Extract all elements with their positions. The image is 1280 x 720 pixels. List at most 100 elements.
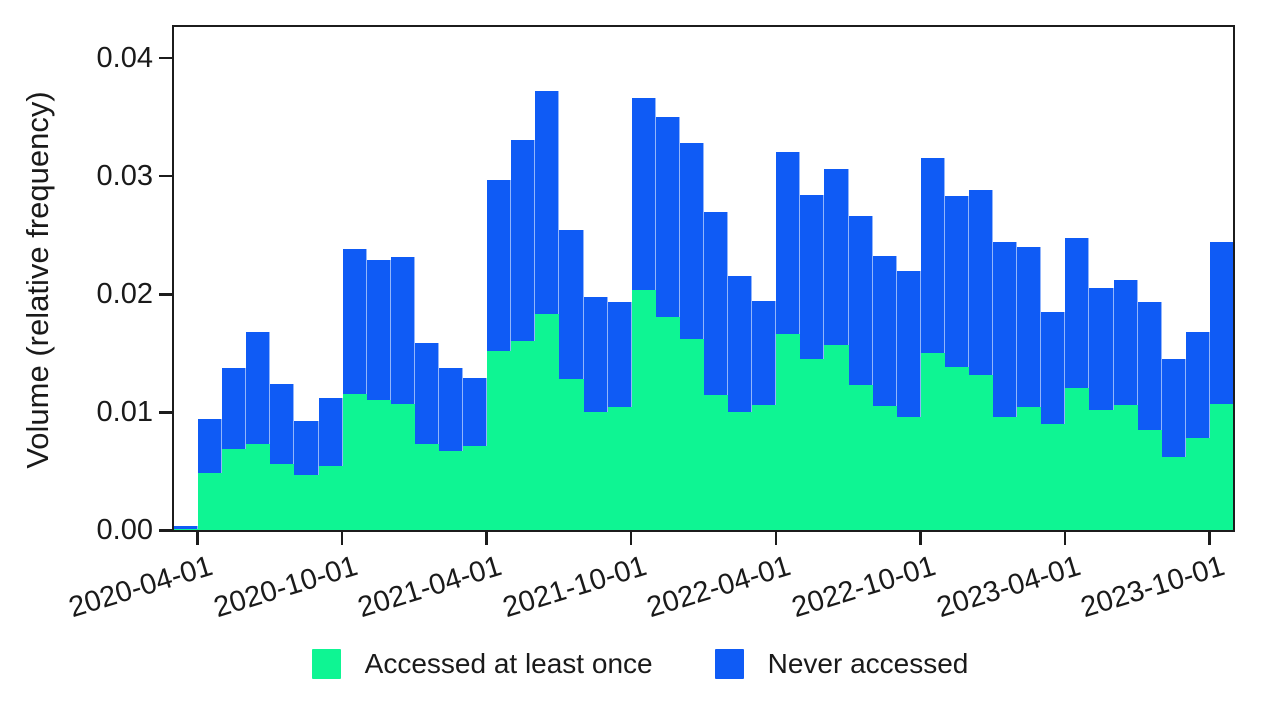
bar-2022-04 [776, 152, 801, 530]
bar-2020-04 [198, 419, 223, 530]
bar-segment-accessed [246, 443, 271, 530]
bar-segment-accessed [1089, 409, 1114, 530]
bar-2023-05 [1089, 287, 1114, 530]
y-tick-label: 0.00 [96, 514, 153, 546]
bar-2022-07 [848, 215, 873, 530]
bar-segment-accessed [848, 384, 873, 530]
bar-2021-12 [679, 142, 704, 530]
x-tick-mark [196, 532, 199, 545]
bar-2022-05 [800, 194, 825, 530]
bar-segment-accessed [752, 404, 777, 530]
x-tick-label: 2022-10-01 [788, 549, 940, 624]
x-tick-mark [1208, 532, 1211, 545]
plot-area [172, 25, 1235, 532]
bar-segment-accessed [728, 411, 753, 530]
bar-2023-10 [1209, 241, 1233, 530]
bar-2022-01 [704, 212, 729, 530]
y-tick-label: 0.04 [96, 41, 153, 74]
bar-2021-08 [583, 297, 608, 530]
x-tick-label: 2020-04-01 [65, 549, 217, 624]
bar-segment-accessed [559, 378, 584, 530]
bar-2023-08 [1161, 358, 1186, 530]
bar-segment-accessed [366, 400, 391, 530]
bar-2020-07 [270, 383, 295, 530]
bar-segment-accessed [993, 416, 1018, 530]
bar-segment-accessed [198, 473, 223, 530]
legend-item-never: Never accessed [714, 648, 969, 680]
bar-segment-accessed [1209, 403, 1233, 530]
bar-segment-accessed [704, 395, 729, 530]
bar-2021-03 [463, 377, 488, 530]
x-tick-label: 2022-04-01 [643, 549, 795, 624]
y-tick-mark [159, 411, 172, 414]
never-swatch-icon [714, 649, 744, 679]
bar-segment-accessed [487, 350, 512, 530]
bar-segment-accessed [824, 344, 849, 530]
x-tick-label: 2020-10-01 [209, 549, 362, 624]
bar-segment-accessed [439, 450, 464, 530]
bar-segment-accessed [583, 411, 608, 530]
bar-segment-accessed [655, 317, 680, 530]
y-axis-label: Volume (relative frequency) [20, 91, 55, 469]
legend-label-accessed: Accessed at least once [364, 648, 653, 679]
y-tick-mark [159, 293, 172, 296]
bar-2022-09 [896, 271, 921, 530]
bar-2020-08 [294, 421, 319, 530]
y-tick-mark [159, 174, 172, 178]
bar-segment-accessed [920, 352, 945, 530]
legend-label-never: Never accessed [767, 648, 969, 679]
legend-item-accessed: Accessed at least once [311, 648, 653, 680]
bars-container [174, 27, 1233, 530]
bar-segment-accessed [342, 394, 367, 530]
bar-2021-10 [631, 97, 656, 530]
accessed-swatch-icon [311, 649, 341, 679]
legend: Accessed at least once Never accessed [0, 648, 1280, 680]
y-tick-mark [159, 56, 172, 60]
bar-segment-accessed [1041, 423, 1066, 530]
bar-2022-11 [944, 195, 969, 530]
bar-2023-06 [1113, 279, 1138, 530]
bar-segment-accessed [800, 358, 825, 530]
bar-segment-accessed [679, 338, 704, 530]
y-tick-label: 0.01 [96, 395, 153, 428]
bar-2023-07 [1137, 302, 1162, 530]
y-tick-mark [159, 529, 172, 532]
y-tick-label: 0.02 [96, 277, 153, 310]
bar-2022-06 [824, 168, 849, 530]
bar-2021-07 [559, 230, 584, 530]
x-tick-mark [1063, 532, 1067, 545]
bar-segment-accessed [969, 375, 994, 530]
y-tick-label: 0.03 [96, 159, 153, 192]
bar-segment-accessed [294, 474, 319, 530]
bar-segment-accessed [174, 528, 199, 530]
bar-segment-accessed [390, 403, 415, 530]
bar-segment-accessed [1113, 404, 1138, 530]
bar-2020-10 [342, 248, 367, 530]
bar-2021-02 [439, 368, 464, 530]
bar-segment-accessed [414, 443, 439, 530]
bar-segment-accessed [896, 416, 921, 530]
bar-segment-accessed [944, 367, 969, 530]
bar-segment-accessed [535, 313, 560, 530]
bar-2023-01 [993, 241, 1018, 530]
bar-2020-06 [246, 331, 271, 530]
bar-2020-12 [390, 257, 415, 530]
bar-segment-accessed [1065, 388, 1090, 530]
bar-segment-accessed [318, 466, 343, 530]
bar-2021-05 [511, 140, 536, 530]
bar-2023-09 [1185, 331, 1210, 530]
bar-2022-03 [752, 300, 777, 530]
x-tick-mark [485, 532, 488, 545]
x-tick-label: 2021-10-01 [499, 549, 651, 624]
bar-segment-accessed [1185, 437, 1210, 530]
x-tick-label: 2021-04-01 [354, 549, 506, 624]
bar-segment-accessed [1017, 407, 1042, 530]
bar-2022-10 [920, 158, 945, 530]
x-tick-mark [774, 532, 778, 545]
bar-2023-02 [1017, 246, 1042, 530]
bar-segment-accessed [872, 406, 897, 530]
bar-2021-01 [414, 343, 439, 530]
bar-segment-accessed [270, 463, 295, 530]
bar-2020-05 [222, 368, 247, 530]
bar-2020-11 [366, 259, 391, 530]
